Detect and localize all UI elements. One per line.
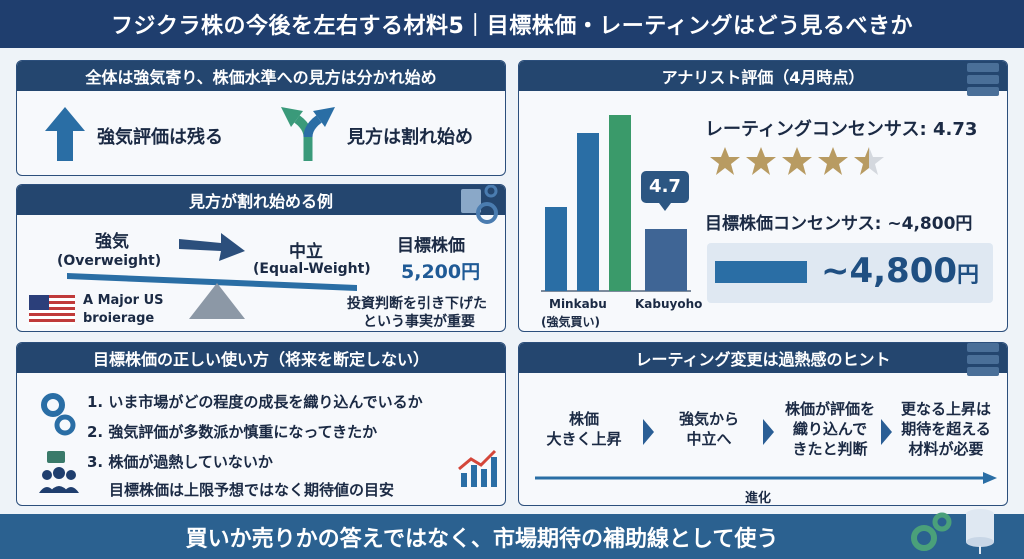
panel-overview: 全体は強気寄り、株価水準への見方は分かれ始め 強気評価は残る 見方は割れ始め: [16, 60, 506, 176]
target-consensus-bar: [715, 261, 807, 283]
usage-item-1: 1. いま市場がどの程度の成長を織り込んでいるか: [87, 391, 423, 412]
footer-banner: 買いか売りかの答えではなく、市場期待の補助線として使う: [0, 514, 1024, 559]
step-3-line-1: 株価が評価を: [773, 399, 887, 419]
panel-overview-heading: 全体は強気寄り、株価水準への見方は分かれ始め: [17, 61, 505, 91]
panel-example: 見方が割れ始める例 強気 (Overweight) 中立 (Equal-Weig…: [16, 184, 506, 332]
panel-analyst-heading: アナリスト評価（4月時点）: [519, 61, 1007, 91]
target-big-unit: 円: [957, 263, 979, 288]
step-2: 強気から 中立へ: [659, 409, 759, 449]
usage-item-3: 3. 株価が過熱していないか: [87, 451, 273, 472]
step-4-line-3: 材料が必要: [891, 439, 1001, 459]
server-icon: [963, 342, 1003, 379]
target-big-number: ~4,800: [821, 251, 957, 291]
page-title-text: フジクラ株の今後を左右する材料5｜目標株価・レーティングはどう見るべきか: [111, 8, 913, 40]
note-line-1: 投資判断を引き下げた: [347, 293, 487, 313]
target-price-label: 目標株価: [397, 231, 465, 256]
growth-chart-icon: [457, 447, 499, 489]
step-1-line-2: 大きく上昇: [533, 429, 635, 449]
panel-rating-change: レーティング変更は過熱感のヒント 株価 大きく上昇 強気から 中立へ 株価が評価…: [518, 342, 1008, 506]
chevron-right-icon: [643, 419, 654, 445]
step-4: 更なる上昇は 期待を超える 材料が必要: [891, 399, 1001, 459]
star-rating: [709, 145, 899, 179]
up-arrow-icon: [43, 105, 87, 163]
progress-axis-label: 進化: [745, 487, 771, 506]
panel-usage-heading: 目標株価の正しい使い方（将来を断定しない）: [17, 343, 505, 373]
star-icon: [710, 147, 740, 175]
minkabu-label: Minkabu: [549, 297, 607, 311]
us-flag-icon: [29, 295, 75, 325]
gears-icon: [39, 389, 79, 439]
step-3-line-3: きたと判断: [773, 439, 887, 459]
step-4-line-2: 期待を超える: [891, 419, 1001, 439]
target-consensus-value: ~4,800円: [821, 251, 979, 291]
gear-code-icon: [457, 184, 501, 227]
progress-axis-arrow: [535, 471, 997, 485]
page-title: フジクラ株の今後を左右する材料5｜目標株価・レーティングはどう見るべきか: [0, 0, 1024, 48]
half-star-icon: [854, 147, 884, 175]
step-4-line-1: 更なる上昇は: [891, 399, 1001, 419]
step-3-line-2: 織り込んで: [773, 419, 887, 439]
step-1: 株価 大きく上昇: [533, 409, 635, 449]
target-consensus-box: ~4,800円: [707, 243, 993, 303]
star-icon: [746, 147, 776, 175]
views-splitting-text: 見方は割れ始め: [347, 123, 473, 149]
neutral-label: 中立: [289, 237, 323, 262]
step-3: 株価が評価を 織り込んで きたと判断: [773, 399, 887, 459]
downgrade-arrow-icon: [177, 229, 247, 263]
star-icon: [818, 147, 848, 175]
rating-badge: 4.7: [641, 171, 689, 211]
people-chat-icon: [37, 451, 81, 495]
panel-rating-change-heading: レーティング変更は過熱感のヒント: [519, 343, 1007, 373]
step-2-line-1: 強気から: [659, 409, 759, 429]
broker-line-2: broierage: [83, 311, 154, 326]
broker-line-1: A Major US: [83, 293, 164, 308]
panel-example-heading: 見方が割れ始める例: [17, 185, 505, 215]
note-line-2: という事実が重要: [363, 311, 475, 331]
step-1-line-1: 株価: [533, 409, 635, 429]
rating-consensus-text: レーティングコンセンサス: 4.73: [705, 115, 977, 141]
minkabu-sub-label: (強気買い): [541, 313, 600, 330]
target-consensus-text: 目標株価コンセンサス: ~4,800円: [705, 209, 972, 234]
bullish-label: 強気: [95, 227, 129, 252]
bullish-remains-text: 強気評価は残る: [97, 123, 223, 149]
footer-text: 買いか売りかの答えではなく、市場期待の補助線として使う: [186, 521, 779, 553]
star-icon: [782, 147, 812, 175]
panel-analyst: アナリスト評価（4月時点） 4.7 Minkabu (強気買い) Kabuyoh…: [518, 60, 1008, 332]
target-price-value: 5,200円: [401, 257, 480, 284]
panel-usage: 目標株価の正しい使い方（将来を断定しない） 1. いま市場がどの程度の成長を織り…: [16, 342, 506, 506]
split-arrow-icon: [275, 103, 341, 163]
server-icon: [963, 60, 1003, 99]
usage-item-2: 2. 強気評価が多数派か慎重になってきたか: [87, 421, 377, 442]
rating-badge-text: 4.7: [641, 176, 689, 197]
usage-note: 目標株価は上限予想ではなく期待値の目安: [109, 479, 394, 500]
database-icon: [960, 506, 1000, 556]
gears-icon: [906, 508, 956, 558]
kabuyoho-label: Kabuyoho: [635, 297, 702, 311]
step-2-line-2: 中立へ: [659, 429, 759, 449]
